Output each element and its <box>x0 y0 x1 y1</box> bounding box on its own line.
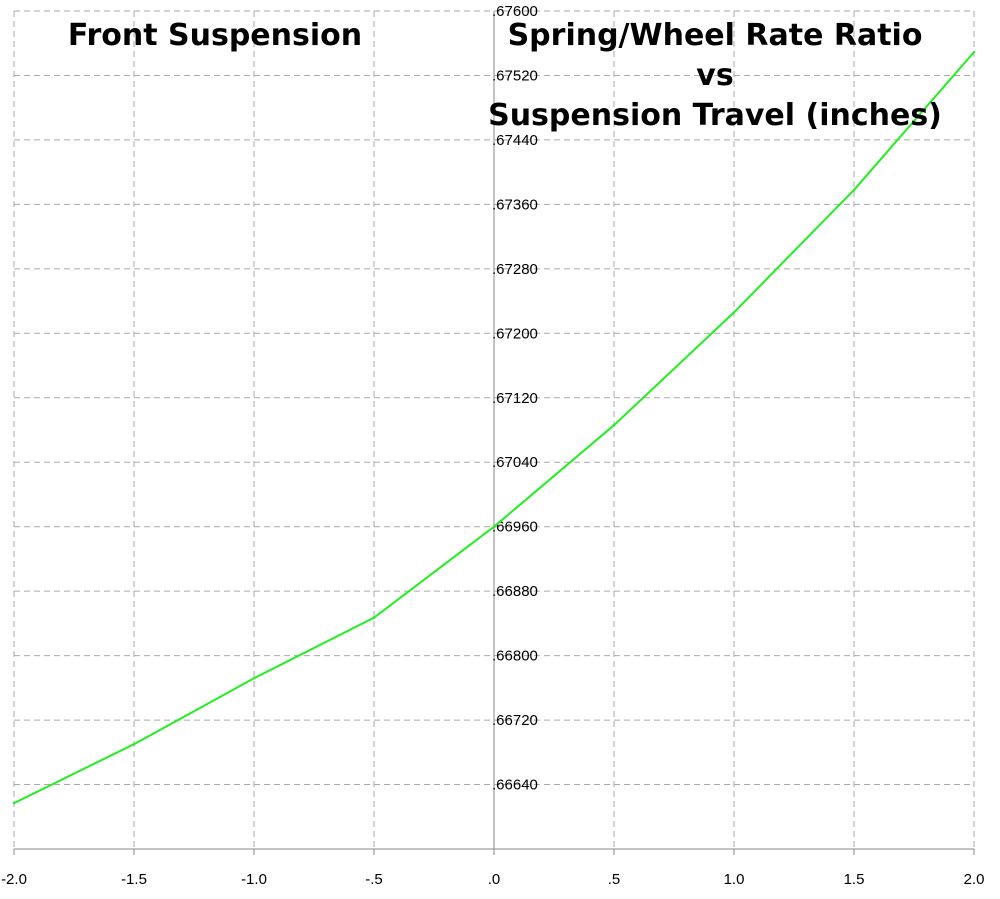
y-tick-label: .66640 <box>492 777 538 794</box>
x-tick-label: 1.5 <box>844 871 865 888</box>
x-tick-label: -1.5 <box>121 871 147 888</box>
series-group <box>12 50 976 805</box>
data-point <box>612 423 616 427</box>
x-tick-label: 1.0 <box>724 871 745 888</box>
x-tick-label: -1.0 <box>241 871 267 888</box>
chart-title-right-line-1: Spring/Wheel Rate Ratio <box>508 18 923 53</box>
x-tick-labels: -2.0 -1.5 -1.0 -.5 .0 .5 1.0 1.5 2.0 <box>1 871 984 888</box>
x-tick-label: -2.0 <box>1 871 27 888</box>
data-point <box>492 525 496 528</box>
chart-title-right-line-2: vs <box>696 58 733 93</box>
data-point <box>852 188 856 192</box>
data-point <box>252 676 256 680</box>
y-tick-label: .67120 <box>492 390 538 407</box>
chart-title-right-line-3: Suspension Travel (inches) <box>488 98 942 133</box>
data-point <box>972 50 976 54</box>
x-tick-label: 2.0 <box>964 871 985 888</box>
y-tick-labels: .66640 .66720 .66800 .66880 .66960 .67040 .671… <box>492 3 538 794</box>
y-tick-label: .67520 <box>492 67 538 84</box>
data-point <box>732 311 736 314</box>
data-point <box>372 616 376 619</box>
data-point <box>12 801 16 805</box>
data-point <box>132 743 136 746</box>
y-tick-label: .66880 <box>492 583 538 600</box>
y-tick-label: .67360 <box>492 196 538 213</box>
y-tick-label: .67280 <box>492 261 538 278</box>
y-tick-label: .67600 <box>492 3 538 20</box>
y-tick-label: .66720 <box>492 712 538 729</box>
y-tick-label: .66800 <box>492 648 538 665</box>
x-tick-label: .0 <box>488 871 501 888</box>
x-tick-label: -.5 <box>365 871 383 888</box>
chart-title-left: Front Suspension <box>68 18 362 53</box>
x-tick-label: .5 <box>608 871 621 888</box>
axes <box>13 11 975 855</box>
y-tick-label: .66960 <box>492 519 538 536</box>
y-tick-label: .67440 <box>492 132 538 149</box>
y-tick-label: .67040 <box>492 454 538 471</box>
y-tick-label: .67200 <box>492 325 538 342</box>
